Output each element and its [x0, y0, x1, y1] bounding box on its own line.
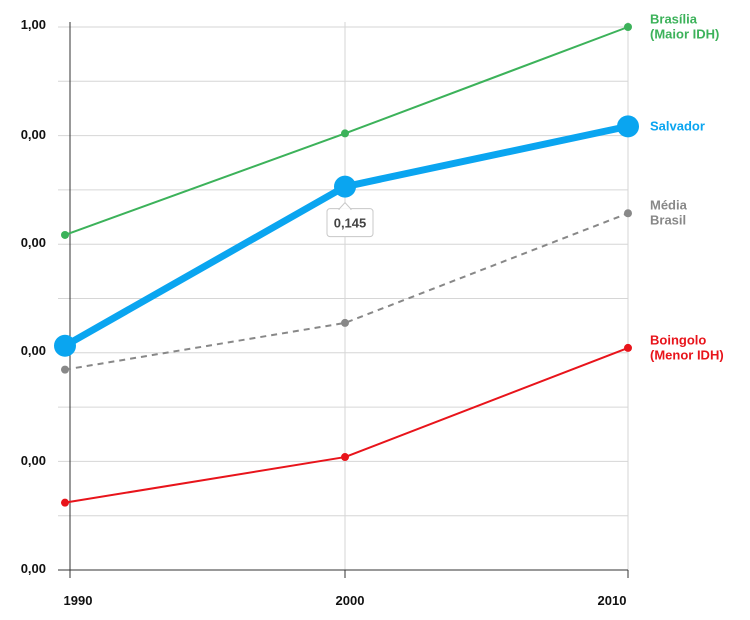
data-point[interactable]: [61, 230, 69, 239]
data-point[interactable]: [61, 498, 69, 507]
series-label: (Maior IDH): [650, 27, 719, 42]
x-tick-label: 2000: [336, 593, 365, 608]
series-group: [54, 115, 639, 357]
data-point[interactable]: [624, 23, 632, 31]
data-point[interactable]: [341, 453, 349, 462]
series-line: [64, 212, 629, 371]
tooltip-value: 0,145: [334, 216, 367, 231]
y-tick-label: 0,00: [21, 561, 46, 576]
data-point[interactable]: [624, 209, 632, 218]
series-line: [64, 346, 629, 504]
series-lines: [54, 23, 639, 507]
series-label: Salvador: [650, 118, 705, 133]
series-label: Média: [650, 198, 688, 213]
axes: 1,00 0,00 0,00 0,00 0,00 0,00 1990 2000 2010: [21, 17, 629, 608]
series-group: [61, 343, 632, 507]
y-tick-label: 0,00: [21, 235, 46, 250]
grid: [58, 22, 629, 571]
series-label: (Menor IDH): [650, 347, 724, 362]
y-tick-label: 0,00: [21, 343, 46, 358]
data-point[interactable]: [61, 365, 69, 374]
data-point[interactable]: [54, 334, 76, 357]
data-point[interactable]: [341, 318, 349, 327]
series-group: [61, 23, 632, 239]
y-tick-label: 0,00: [21, 127, 46, 142]
tooltip-pointer: [337, 201, 353, 210]
series-label: Brasil: [650, 213, 686, 228]
y-tick-label: 1,00: [21, 17, 46, 32]
y-tick-label: 0,00: [21, 453, 46, 468]
data-point[interactable]: [334, 175, 356, 198]
series-group: [61, 209, 632, 374]
x-tick-label: 1990: [64, 593, 93, 608]
data-point[interactable]: [624, 343, 632, 352]
data-point[interactable]: [341, 129, 349, 138]
series-label: Brasília: [650, 12, 698, 27]
tooltip: 0,145: [326, 201, 374, 238]
data-point[interactable]: [617, 115, 639, 138]
series-label: Boingolo: [650, 332, 706, 347]
x-tick-label: 2010: [598, 593, 627, 608]
